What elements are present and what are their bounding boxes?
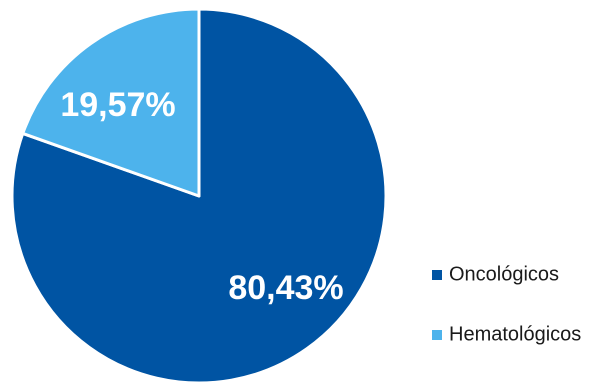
legend-swatch [432,330,442,340]
legend-swatch [432,270,442,280]
legend: Oncológicos Hematológicos [432,263,581,345]
pie-value-label: 80,43% [228,269,343,307]
pie-slice-hematológicos [21,7,201,198]
legend-item-hematológicos: Hematológicos [432,323,581,345]
legend-label: Hematológicos [449,323,581,345]
pie-value-labels: 80,43% 19,57% [60,86,343,307]
pie-value-label: 19,57% [60,86,175,124]
pie-slices [10,7,388,383]
legend-item-oncológicos: Oncológicos [432,263,559,285]
legend-label: Oncológicos [449,263,559,285]
